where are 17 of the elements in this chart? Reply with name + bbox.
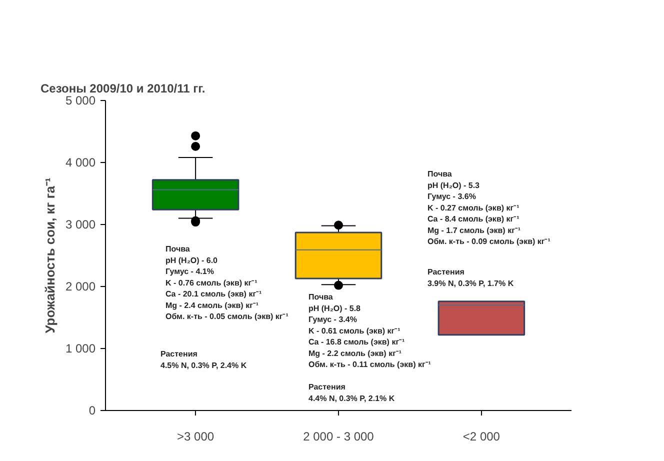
annotation: Почва pH (H₂O) - 6.0 Гумус - 4.1% K - 0.76 смоль (экв) кг⁻¹ Ca - 20.1 смоль (экв) кг⁻¹ Mg - 2.4 смоль (экв) кг⁻¹ Обм. к-ть - 0.05 смоль (экв) кг⁻¹	[166, 244, 289, 321]
y-tick-label: 2 000	[65, 280, 96, 294]
x-tick-label: 2 000 - 3 000	[303, 430, 374, 444]
y-tick-label: 0	[88, 404, 96, 418]
y-tick-label: 1 000	[65, 342, 96, 356]
y-axis-title: Урожайность сои, кг га⁻¹	[42, 178, 58, 334]
y-tick-label: 5 000	[65, 94, 96, 108]
y-tick-label: 4 000	[65, 156, 96, 170]
annotation: Растения 4.4% N, 0.3% P, 2.1% K	[308, 382, 395, 403]
annotation: Почва pH (H₂O) - 5.8 Гумус - 3.4% K - 0.61 смоль (экв) кг⁻¹ Ca - 16.8 смоль (экв) кг⁻¹ Mg - 2.2 смоль (экв) кг⁻¹ Обм. к-ть - 0.11 смоль (экв) кг⁻¹	[308, 292, 432, 369]
annotation: Почва pH (H₂O) - 5.3 Гумус - 3.6% K - 0.27 смоль (экв) кг⁻¹ Ca - 8.4 смоль (экв) кг⁻¹ Mg - 1.7 смоль (экв) кг⁻¹ Обм. к-ть - 0.09 смоль (экв) кг⁻¹	[428, 170, 551, 246]
x-tick-label: <2 000	[462, 430, 500, 444]
annotation: Растения 3.9% N, 0.3% P, 1.7% K	[428, 268, 514, 288]
annotation: Растения 4.5% N, 0.3% P, 2.4% K	[160, 350, 247, 370]
x-tick-label: >3 000	[177, 430, 214, 444]
y-tick-label: 3 000	[65, 218, 96, 232]
chart-title: Сезоны 2009/10 и 2010/11 гг.	[40, 82, 206, 96]
